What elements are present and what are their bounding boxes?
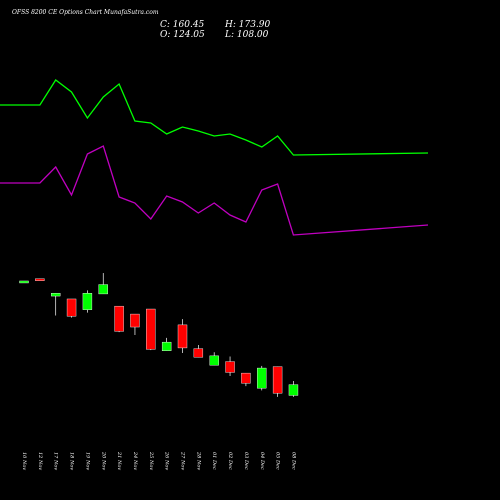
candle-17: [288, 381, 299, 397]
x-tick-label: 24 Nov: [132, 451, 138, 470]
x-tick-label: 01 Dec: [211, 452, 217, 470]
candle-15: [257, 365, 267, 391]
candle-body: [288, 384, 299, 396]
x-tick-label: 18 Nov: [69, 452, 75, 470]
candle-16: [272, 366, 283, 397]
candle-2: [51, 293, 61, 316]
candle-8: [146, 308, 156, 351]
candle-5: [98, 273, 108, 295]
x-axis-ticks: 10 Nov 12 Nov 17 Nov 18 Nov 19 Nov 20 Nov 21 N…: [21, 451, 296, 470]
candle-body: [82, 293, 93, 310]
x-tick-label: 28 Nov: [195, 451, 201, 470]
x-tick-label: 03 Dec: [243, 452, 249, 470]
upper-line: [0, 79, 429, 156]
x-tick-label: 19 Nov: [84, 452, 90, 470]
candle-body: [66, 298, 77, 317]
candle-body: [272, 366, 283, 394]
x-tick-label: 21 Nov: [116, 451, 122, 470]
candle-body: [225, 361, 235, 373]
x-tick-label: 05 Dec: [275, 452, 281, 470]
x-tick-label: 25 Nov: [148, 451, 154, 470]
lower-line: [0, 145, 429, 236]
candle-6: [114, 305, 124, 333]
candle-body: [257, 367, 267, 389]
candle-body: [193, 348, 204, 358]
candle-0: [19, 280, 29, 284]
candle-body: [146, 308, 156, 350]
candle-body: [209, 355, 219, 366]
candle-14: [241, 372, 251, 387]
x-tick-label: 08 Dec: [290, 452, 296, 470]
candle-body: [51, 293, 61, 297]
candle-body: [114, 305, 124, 332]
x-tick-label: 17 Nov: [53, 452, 59, 470]
candle-3: [66, 298, 77, 318]
candles: [19, 273, 299, 397]
candle-body: [241, 372, 251, 384]
x-tick-label: 20 Nov: [100, 451, 106, 470]
candle-body: [161, 341, 172, 352]
candle-7: [130, 313, 140, 335]
candle-4: [82, 290, 93, 313]
candle-body: [130, 313, 140, 328]
x-tick-label: 26 Nov: [164, 451, 170, 470]
indicator-lines: [0, 79, 429, 236]
high-value: H: 173.90: [224, 20, 271, 30]
x-tick-label: 27 Nov: [180, 451, 186, 470]
candle-1: [35, 278, 45, 281]
candle-9: [161, 337, 172, 352]
candle-12: [209, 352, 219, 366]
x-tick-label: 12 Nov: [37, 452, 43, 470]
x-tick-label: 04 Dec: [259, 452, 265, 470]
candle-13: [225, 356, 235, 376]
candle-body: [19, 280, 29, 284]
close-value: C: 160.45: [160, 20, 205, 30]
open-value: O: 124.05: [160, 30, 205, 40]
candle-body: [177, 324, 188, 349]
candle-10: [177, 319, 188, 353]
x-tick-label: 10 Nov: [21, 452, 27, 470]
candle-11: [193, 345, 204, 358]
x-tick-label: 02 Dec: [227, 452, 233, 470]
candle-body: [98, 284, 108, 295]
candle-body: [35, 278, 45, 281]
low-value: L: 108.00: [224, 30, 269, 40]
chart-title: OFSS 8200 CE Options Chart MunafaSutra.c…: [12, 9, 159, 16]
